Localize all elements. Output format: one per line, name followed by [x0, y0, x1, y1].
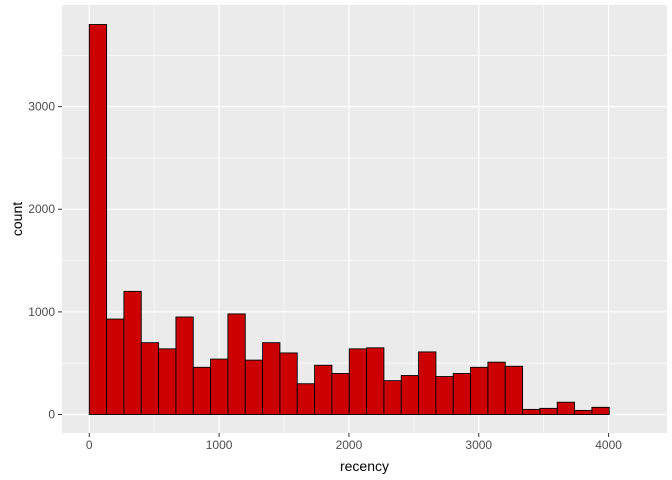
x-tick-label: 1000: [206, 438, 233, 452]
histogram-bar: [591, 406, 610, 415]
y-tick-label: 1000: [28, 305, 55, 319]
histogram-bar: [158, 348, 177, 415]
histogram-bar: [314, 364, 333, 415]
histogram-bar: [210, 358, 229, 415]
x-tick-label: 2000: [336, 438, 363, 452]
histogram-bar: [279, 352, 298, 415]
x-axis-ticks: 0 1000 2000 3000 4000: [86, 433, 622, 452]
histogram-bar: [452, 373, 472, 415]
y-tick-label: 0: [48, 408, 55, 422]
histogram-bar: [88, 24, 108, 415]
histogram-bars: [88, 24, 610, 415]
histogram-bar: [504, 365, 524, 415]
histogram-bar: [175, 316, 194, 415]
histogram-bar: [574, 409, 593, 415]
x-axis-title: recency: [340, 458, 389, 474]
histogram-bar: [470, 366, 489, 415]
y-axis-title: count: [9, 202, 25, 236]
histogram-bar: [435, 376, 454, 415]
histogram-bar: [244, 359, 264, 415]
histogram-bar: [296, 383, 316, 415]
histogram-bar: [400, 375, 420, 415]
histogram-bar: [487, 361, 506, 415]
y-axis-ticks: 0 1000 2000 3000: [28, 100, 62, 422]
histogram-bar: [123, 290, 142, 415]
x-tick-label: 4000: [595, 438, 622, 452]
histogram-bar: [227, 313, 246, 415]
histogram-bar: [140, 342, 160, 415]
x-tick-label: 3000: [465, 438, 492, 452]
histogram-bar: [418, 351, 437, 415]
histogram-bar: [262, 342, 281, 415]
x-tick-label: 0: [86, 438, 93, 452]
histogram-bar: [331, 373, 350, 415]
histogram-bar: [539, 407, 558, 415]
y-tick-label: 2000: [28, 202, 55, 216]
histogram-bar: [348, 348, 368, 415]
histogram-bar: [366, 347, 385, 415]
histogram-bar: [522, 408, 541, 415]
histogram-bar: [106, 318, 125, 415]
minor-gridlines: [62, 5, 667, 433]
histogram-bar: [192, 366, 212, 415]
histogram-bar: [383, 380, 402, 415]
y-tick-label: 3000: [28, 100, 55, 114]
histogram-bar: [556, 401, 576, 415]
